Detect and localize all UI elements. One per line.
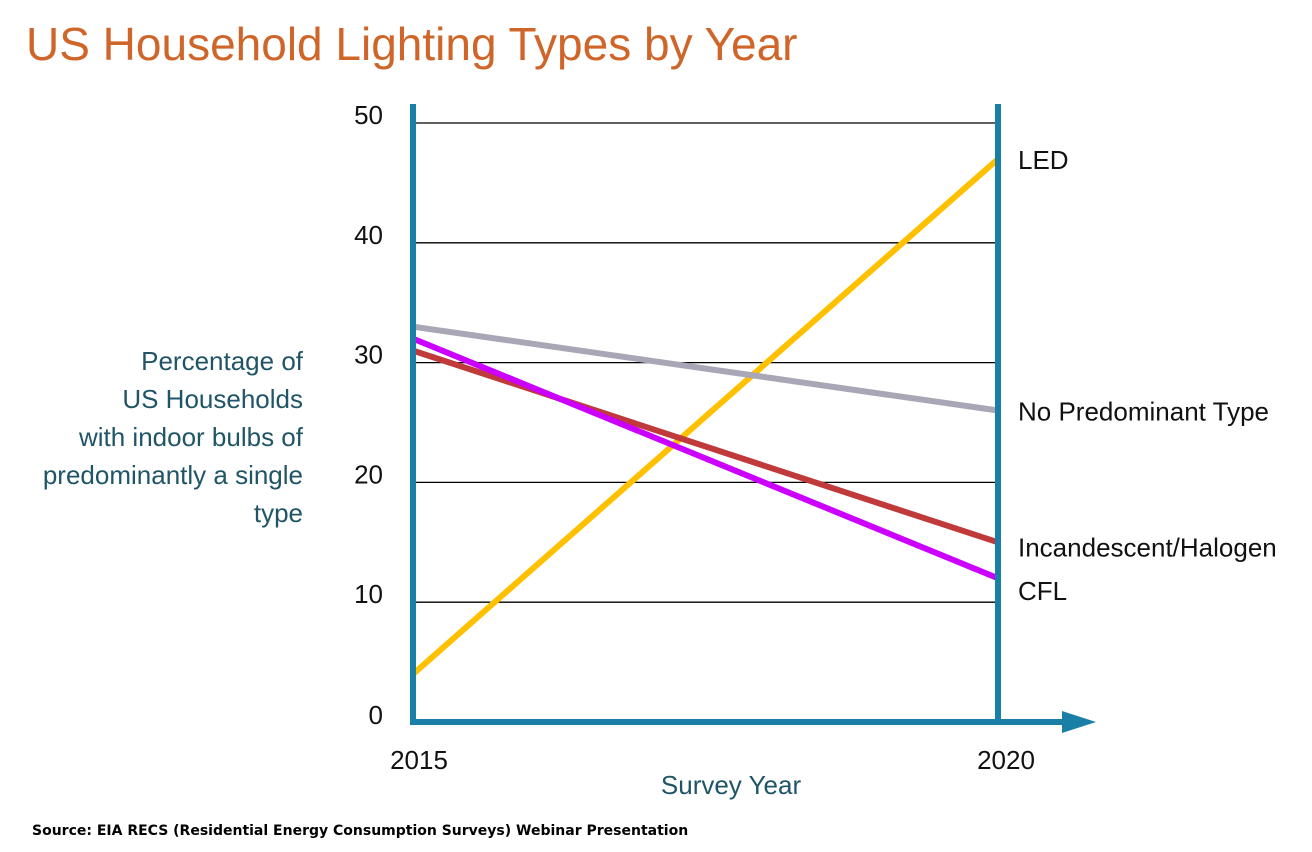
series-labels: LED No Predominant Type Incandescent/Halog… [1018, 145, 1277, 606]
y-tick-label-40: 40 [354, 220, 383, 250]
x-tick-labels: 2015 2020 [390, 745, 1035, 775]
series-line-no-predominant-type [412, 323, 999, 414]
chart-title: US Household Lighting Types by Year [26, 18, 797, 70]
series-line-cfl [411, 335, 1000, 582]
series-label-no-predominant-type: No Predominant Type [1018, 397, 1269, 427]
y-axis-title-line-5: type [254, 498, 303, 528]
series-label-incandescent-halogen: Incandescent/Halogen [1018, 532, 1277, 562]
series-line-led [411, 156, 1000, 677]
y-axis-title-line-2: US Households [122, 384, 303, 414]
gridlines [413, 122, 997, 603]
x-tick-label-2015: 2015 [390, 745, 448, 775]
y-tick-label-0: 0 [369, 700, 383, 730]
x-axis-title: Survey Year [661, 770, 802, 800]
y-tick-labels: 0 10 20 30 40 50 [354, 100, 383, 730]
series-label-cfl: CFL [1018, 576, 1067, 606]
x-axis-arrowhead [1062, 711, 1096, 733]
series-lines [411, 156, 1000, 677]
axes [410, 104, 1096, 733]
series-line-incandescent-halogen [412, 347, 999, 546]
y-tick-label-10: 10 [354, 579, 383, 609]
y-tick-label-20: 20 [354, 459, 383, 489]
source-note: Source: EIA RECS (Residential Energy Con… [32, 823, 688, 839]
y-axis-title-line-3: with indoor bulbs of [78, 422, 304, 452]
y-tick-label-50: 50 [354, 100, 383, 130]
x-tick-label-2020: 2020 [977, 745, 1035, 775]
y-axis-title: Percentage of US Households with indoor bu… [43, 346, 304, 528]
series-label-led: LED [1018, 145, 1069, 175]
y-tick-label-30: 30 [354, 340, 383, 370]
y-axis-title-line-4: predominantly a single [43, 460, 303, 490]
y-axis-title-line-1: Percentage of [141, 346, 304, 376]
